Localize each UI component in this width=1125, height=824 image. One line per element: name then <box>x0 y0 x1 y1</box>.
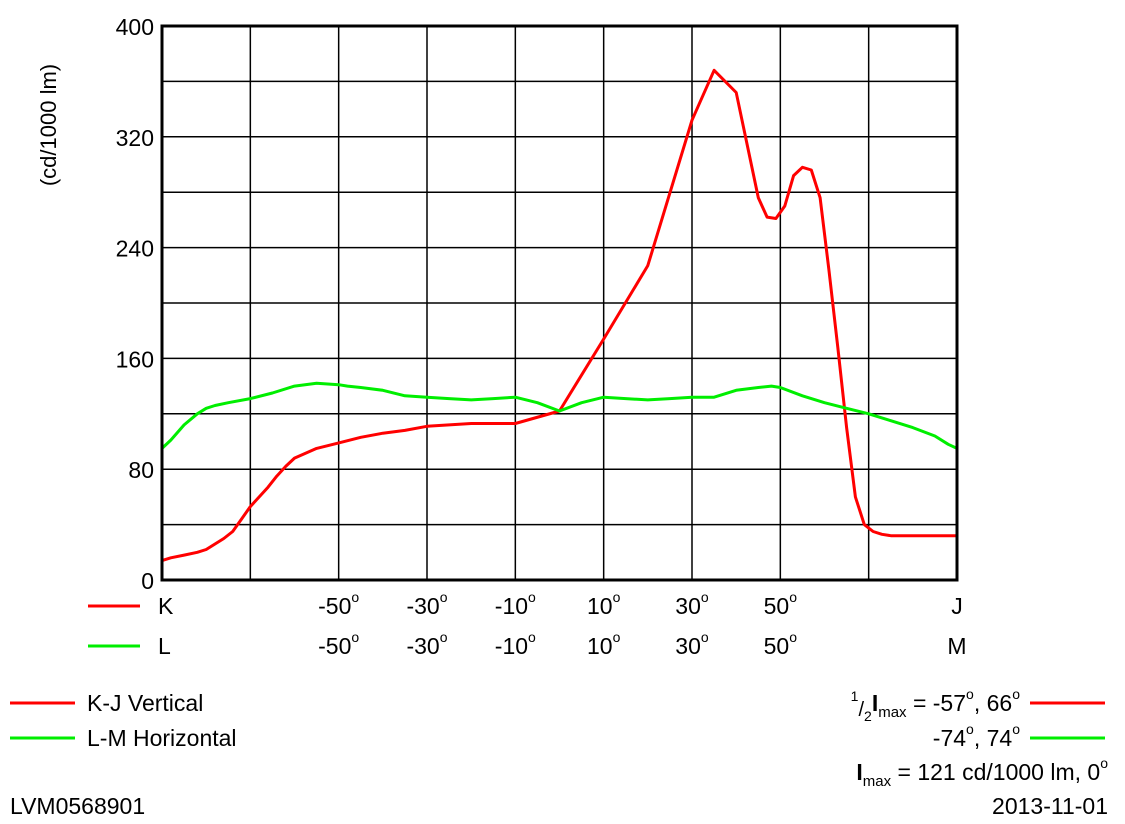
y-tick-labels: 0 80 160 240 320 400 <box>116 14 154 594</box>
y-tick-label: 400 <box>116 14 154 40</box>
y-tick-label: 80 <box>128 457 154 483</box>
legend-item-horizontal: L-M Horizontal <box>10 725 237 751</box>
x-tick-label: 10o <box>587 629 621 659</box>
series-line <box>161 68 957 563</box>
half-intensity-row-horizontal: -74o, 74o <box>933 721 1020 751</box>
axis-row-start-label: L <box>158 633 171 659</box>
x-tick-label: -50o <box>318 589 359 619</box>
x-tick-label: -30o <box>406 589 447 619</box>
axis-row-start-label: K <box>158 593 174 619</box>
chart-grid <box>162 26 957 580</box>
legend-label-vertical: K-J Vertical <box>87 690 203 716</box>
y-tick-label: 160 <box>116 346 154 372</box>
half-intensity-row-vertical: 1/2Imax = -57o, 66o <box>851 686 1021 724</box>
axis-row-end-label: J <box>951 593 963 619</box>
x-tick-label: -30o <box>406 629 447 659</box>
legend-label-horizontal: L-M Horizontal <box>87 725 237 751</box>
x-tick-label: -10o <box>495 589 536 619</box>
imax-text: Imax = 121 cd/1000 lm, 0o <box>856 755 1108 790</box>
x-axis-rows: K J -50o -30o -10o 10o 30o 50o L M -50o -30o -10o 10o… <box>88 589 967 659</box>
axis-row-end-label: M <box>947 633 966 659</box>
x-tick-label: 30o <box>675 629 709 659</box>
legend: K-J Vertical L-M Horizontal <box>10 690 237 751</box>
x-tick-label: -50o <box>318 629 359 659</box>
legend-item-vertical: K-J Vertical <box>10 690 203 716</box>
y-axis-label: (cd/1000 lm) <box>36 64 61 186</box>
y-tick-label: 320 <box>116 125 154 151</box>
plot-frame <box>160 24 959 582</box>
series-layer <box>160 68 958 563</box>
x-tick-label: 50o <box>764 629 798 659</box>
document-code: LVM0568901 <box>10 793 145 819</box>
x-tick-label: -10o <box>495 629 536 659</box>
half-intensity-block: 1/2Imax = -57o, 66o -74o, 74o <box>851 686 1105 751</box>
document-date: 2013-11-01 <box>992 793 1108 819</box>
y-tick-label: 0 <box>141 568 154 594</box>
x-tick-label: 30o <box>675 589 709 619</box>
y-tick-label: 240 <box>116 236 154 262</box>
series-line <box>160 381 958 450</box>
x-tick-label: 10o <box>587 589 621 619</box>
x-tick-label: 50o <box>764 589 798 619</box>
